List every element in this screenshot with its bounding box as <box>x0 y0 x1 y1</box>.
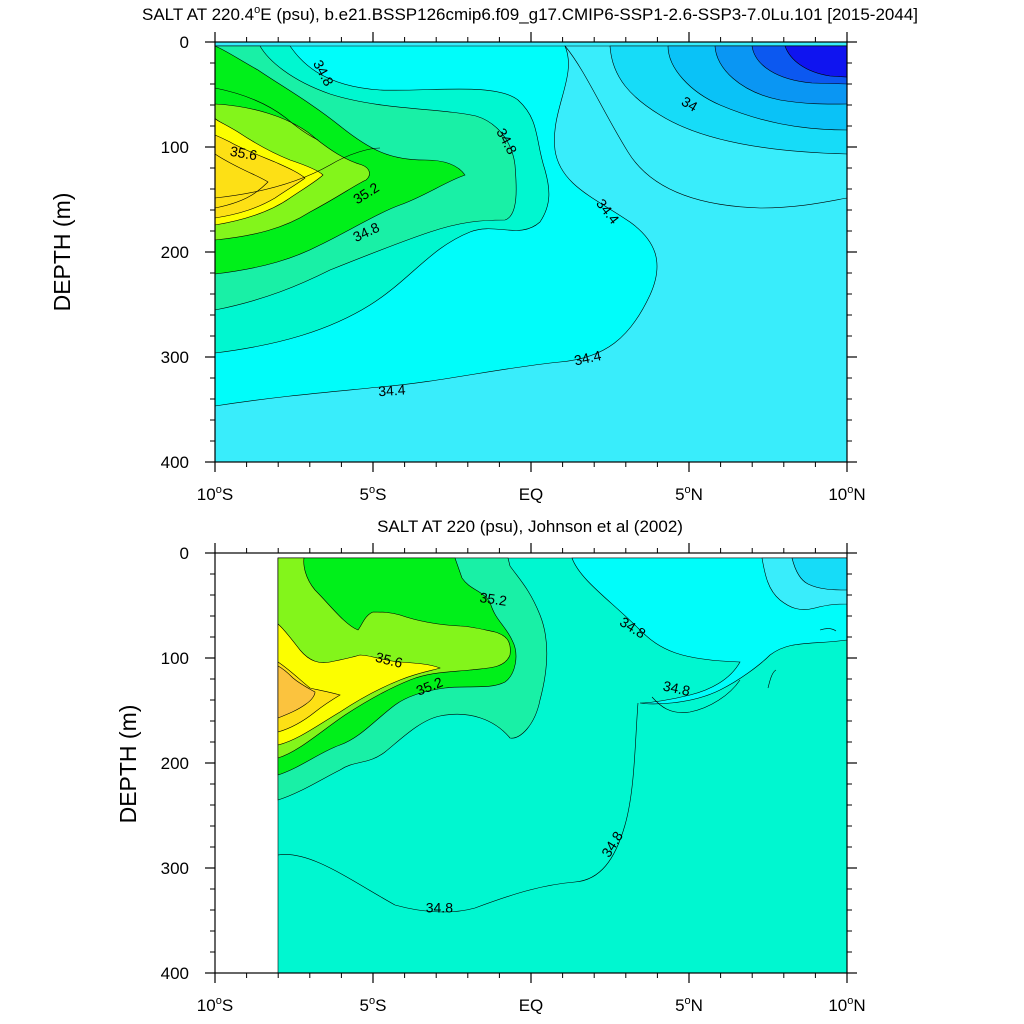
x-tick-label: 10oS <box>197 484 233 504</box>
bottom-fill-36-0 <box>277 665 316 719</box>
x-tick-label: 10oS <box>197 995 233 1015</box>
y-tick-label: 300 <box>161 348 189 367</box>
y-tick-label: 300 <box>161 859 189 878</box>
top-salinity-contour-fills <box>214 41 848 463</box>
bottom-y-ticks: 0 100 200 300 400 <box>161 544 857 983</box>
x-tick-label: 5oN <box>675 484 703 504</box>
x-tick-label: 5oS <box>360 484 387 504</box>
y-tick-label: 200 <box>161 754 189 773</box>
y-tick-label: 100 <box>161 138 189 157</box>
contour-label: 34.8 <box>426 900 453 916</box>
y-tick-label: 400 <box>161 964 189 983</box>
x-tick-label: 5oS <box>360 995 387 1015</box>
top-x-ticks: 10oS 5oS EQ 5oN 10oN <box>197 32 866 504</box>
bottom-x-ticks: 10oS 5oS EQ 5oN 10oN <box>197 543 866 1015</box>
contour-label: 35.6 <box>374 649 405 671</box>
y-tick-label: 100 <box>161 649 189 668</box>
top-minor-ticks <box>210 37 852 467</box>
x-tick-label: 10oN <box>828 484 865 504</box>
bottom-panel: SALT AT 220 (psu), Johnson et al (2002) … <box>115 517 866 1015</box>
bottom-y-axis-label: DEPTH (m) <box>115 705 141 824</box>
x-tick-label: EQ <box>519 996 544 1015</box>
bottom-contour-lines <box>277 628 837 913</box>
y-tick-label: 0 <box>180 544 189 563</box>
top-y-ticks: 0 100 200 300 400 <box>161 33 857 472</box>
y-tick-label: 0 <box>180 33 189 52</box>
top-line-35-6b <box>214 87 319 141</box>
bottom-line-wisp2 <box>819 628 837 632</box>
bottom-chart-title: SALT AT 220 (psu), Johnson et al (2002) <box>377 517 683 536</box>
contour-label: 34.4 <box>573 347 603 368</box>
top-line-35-4b <box>214 147 381 199</box>
bottom-line-34-8-tail <box>651 679 741 713</box>
bottom-minor-ticks <box>210 548 852 978</box>
y-tick-label: 200 <box>161 243 189 262</box>
top-y-axis-label: DEPTH (m) <box>49 193 75 312</box>
x-tick-label: EQ <box>519 485 544 504</box>
top-chart-title: SALT AT 220.4oE (psu), b.e21.BSSP126cmip… <box>142 4 918 24</box>
bottom-line-wisp <box>767 669 777 689</box>
x-tick-label: 10oN <box>828 995 865 1015</box>
top-contour-lines <box>214 87 381 199</box>
top-fill-36-2 <box>214 153 269 209</box>
bottom-fill-34-2-rt <box>791 557 848 591</box>
x-tick-label: 5oN <box>675 995 703 1015</box>
contour-label: 35.2 <box>479 589 508 609</box>
bottom-fill-35-6 <box>277 623 441 746</box>
contour-label: 34 <box>679 93 701 115</box>
top-fill-33-6 <box>784 45 848 78</box>
bottom-salinity-contour-fills <box>277 557 848 974</box>
contour-label: 35.6 <box>229 143 259 164</box>
bottom-plot-area: 35.234.835.635.2 34.834.834.8 <box>214 552 848 974</box>
contour-label: 34.4 <box>378 381 407 399</box>
top-panel: SALT AT 220.4oE (psu), b.e21.BSSP126cmip… <box>49 4 918 504</box>
y-tick-label: 400 <box>161 453 189 472</box>
bottom-line-34-8 <box>277 702 639 913</box>
contour-label: 34.8 <box>662 678 692 699</box>
